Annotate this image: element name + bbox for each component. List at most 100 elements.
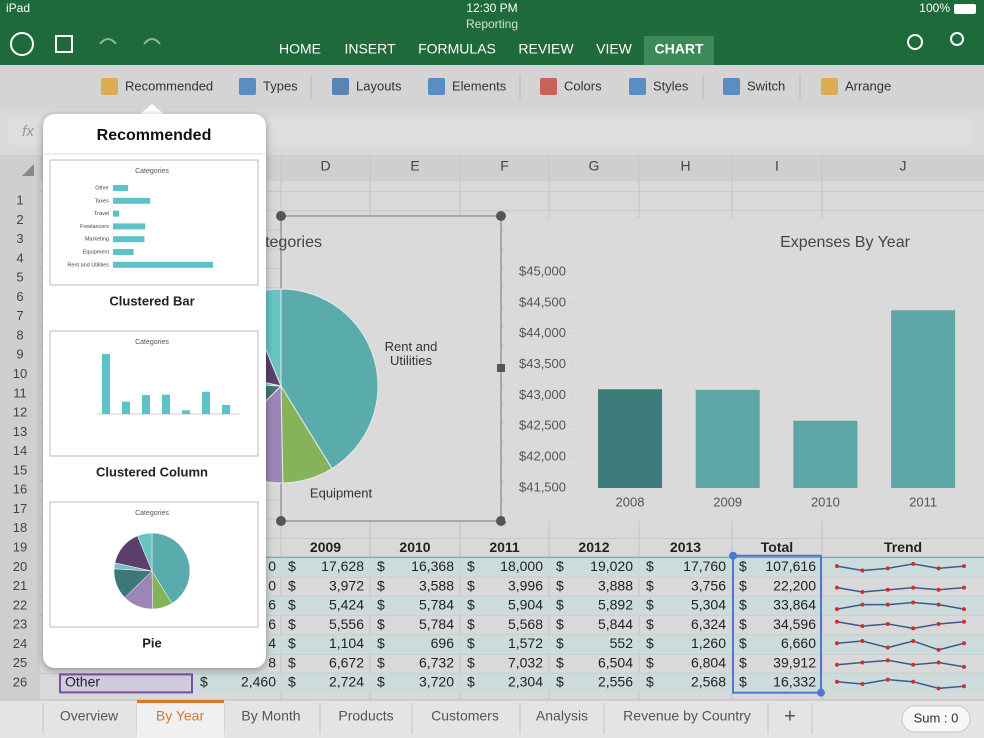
- currency: $: [377, 635, 385, 651]
- table-header: 2013: [670, 539, 701, 555]
- cell: 2,304: [508, 674, 543, 690]
- sparkline-point: [937, 622, 941, 626]
- ribbon-tab[interactable]: VIEW: [596, 41, 633, 57]
- thumbnail-bar: [113, 185, 128, 191]
- resize-handle[interactable]: [497, 364, 505, 372]
- thumbnail-bar: [113, 223, 145, 229]
- toolbar-button[interactable]: Arrange: [845, 78, 891, 93]
- sheet-tab[interactable]: By Year: [156, 708, 205, 724]
- sparkline-point: [886, 588, 890, 592]
- sparkline-point: [886, 566, 890, 570]
- currency: $: [646, 558, 654, 574]
- currency: $: [556, 616, 564, 632]
- toolbar-button[interactable]: Layouts: [356, 78, 402, 93]
- currency: $: [467, 635, 475, 651]
- row-number: 24: [13, 636, 27, 651]
- table-header: 2009: [310, 539, 341, 555]
- currency: $: [377, 654, 385, 670]
- sparkline-point: [886, 678, 890, 682]
- ribbon-tab[interactable]: CHART: [655, 41, 704, 57]
- selection-handle[interactable]: [729, 552, 737, 560]
- toolbar-button[interactable]: Elements: [452, 78, 507, 93]
- cell: 19,020: [590, 558, 633, 574]
- ribbon-tab[interactable]: HOME: [279, 41, 321, 57]
- toolbar-icon: [332, 78, 349, 95]
- option-caption[interactable]: Clustered Bar: [109, 293, 194, 308]
- thumbnail-bar: [113, 198, 150, 204]
- sheet-tab[interactable]: +: [784, 705, 796, 727]
- sheet-tab[interactable]: Overview: [60, 708, 119, 724]
- y-tick-label: $45,000: [519, 263, 566, 278]
- pie-label: Rent and Utilities: [372, 340, 450, 368]
- cell: 2,556: [598, 674, 633, 690]
- currency: $: [646, 635, 654, 651]
- cell: 6: [268, 616, 276, 632]
- cell: 6,672: [329, 654, 364, 670]
- currency: $: [556, 577, 564, 593]
- sparkline-point: [835, 641, 839, 645]
- total-cell: 22,200: [773, 577, 816, 593]
- option-caption[interactable]: Clustered Column: [96, 464, 208, 479]
- row-number: 19: [13, 540, 27, 555]
- row-number: 5: [16, 270, 23, 285]
- sheet-tab[interactable]: Revenue by Country: [623, 708, 751, 724]
- currency: $: [467, 616, 475, 632]
- sheet-tab[interactable]: Analysis: [536, 708, 588, 724]
- thumbnail-label: Other: [95, 185, 109, 191]
- sparkline-point: [835, 680, 839, 684]
- table-header: 2012: [578, 539, 609, 555]
- thumbnail-column: [202, 392, 210, 414]
- column-letter: G: [589, 158, 600, 174]
- ribbon-tab[interactable]: REVIEW: [518, 41, 574, 57]
- currency: $: [739, 597, 747, 613]
- sheet-tab[interactable]: Products: [338, 708, 393, 724]
- ribbon-tab[interactable]: FORMULAS: [418, 41, 496, 57]
- toolbar-button[interactable]: Colors: [564, 78, 602, 93]
- row-number: 4: [16, 250, 23, 265]
- chart-option[interactable]: [50, 331, 258, 456]
- sheet-tab[interactable]: By Month: [241, 708, 300, 724]
- currency: $: [556, 635, 564, 651]
- cell: 0: [268, 577, 276, 593]
- sheet-tab[interactable]: Customers: [431, 708, 499, 724]
- currency: $: [556, 674, 564, 690]
- resize-handle[interactable]: [276, 516, 286, 526]
- row-label: Other: [65, 674, 100, 690]
- sparkline-point: [937, 588, 941, 592]
- row-number: 7: [16, 308, 23, 323]
- toolbar-button[interactable]: Switch: [747, 78, 785, 93]
- sparkline-point: [886, 622, 890, 626]
- column-letter: H: [680, 158, 690, 174]
- thumbnail-column: [102, 354, 110, 414]
- row-number: 20: [13, 559, 27, 574]
- document-title: Reporting: [466, 17, 518, 31]
- thumbnail-title: Categories: [135, 510, 169, 517]
- ribbon-tab[interactable]: INSERT: [344, 41, 396, 57]
- resize-handle[interactable]: [276, 211, 286, 221]
- sparkline-point: [911, 663, 915, 667]
- row-number: 25: [13, 655, 27, 670]
- toolbar-button[interactable]: Styles: [653, 78, 689, 93]
- cell: 6,324: [691, 616, 726, 632]
- sparkline-point: [886, 658, 890, 662]
- selection-handle[interactable]: [817, 689, 825, 697]
- option-caption[interactable]: Pie: [142, 635, 162, 650]
- toolbar-button[interactable]: Recommended: [125, 78, 213, 93]
- currency: $: [467, 597, 475, 613]
- currency: $: [467, 654, 475, 670]
- y-tick-label: $43,500: [519, 356, 566, 371]
- resize-handle[interactable]: [496, 211, 506, 221]
- thumbnail-label: Travel: [94, 211, 109, 217]
- toolbar-icon: [101, 78, 118, 95]
- currency: $: [467, 577, 475, 593]
- row-number: 17: [13, 501, 27, 516]
- resize-handle[interactable]: [496, 516, 506, 526]
- y-tick-label: $44,500: [519, 294, 566, 309]
- cell: 0: [268, 558, 276, 574]
- currency: $: [646, 654, 654, 670]
- row-number: 6: [16, 289, 23, 304]
- sparkline-point: [962, 684, 966, 688]
- cell: 1,260: [691, 635, 726, 651]
- currency: $: [288, 577, 296, 593]
- toolbar-button[interactable]: Types: [263, 78, 298, 93]
